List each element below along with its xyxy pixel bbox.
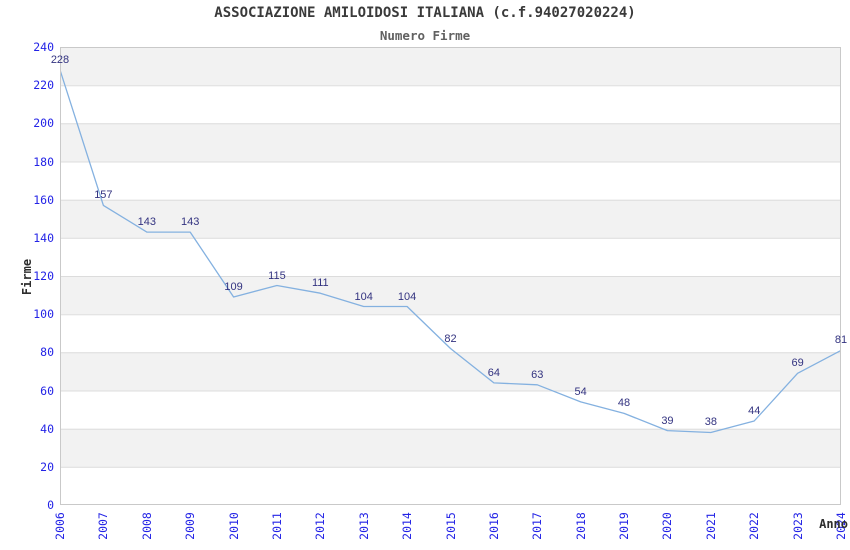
- band-stripe: [60, 123, 841, 162]
- data-point-label: 39: [661, 414, 674, 427]
- x-axis-tick-label: 2015: [443, 512, 458, 540]
- band-stripe: [60, 276, 841, 315]
- y-axis-tick-label: 180: [33, 154, 54, 169]
- band-stripe: [60, 47, 841, 86]
- data-point-label: 44: [748, 405, 761, 418]
- x-axis-tick-label: 2020: [660, 512, 675, 540]
- y-axis-tick-label: 160: [33, 192, 54, 207]
- x-axis-tick-label: 2013: [356, 512, 371, 540]
- x-axis-tick-label: 2016: [486, 512, 501, 540]
- x-axis-tick-label: 2008: [139, 512, 154, 540]
- data-point-label: 69: [791, 357, 804, 370]
- x-axis-tick-label: 2009: [183, 512, 198, 540]
- data-point-label: 48: [617, 397, 631, 410]
- y-axis-tick-label: 120: [33, 269, 54, 283]
- x-axis-tick-label: 2019: [617, 512, 632, 540]
- y-axis-tick-label: 240: [33, 40, 54, 54]
- chart-title: ASSOCIAZIONE AMILOIDOSI ITALIANA (c.f.94…: [214, 5, 636, 21]
- data-point-label: 82: [444, 332, 457, 345]
- y-axis-tick-label: 20: [40, 459, 54, 474]
- y-axis-tick-label: 40: [40, 421, 54, 436]
- x-axis-tick-label: 2018: [573, 512, 588, 540]
- band-stripe: [60, 352, 841, 391]
- data-point-label: 64: [487, 366, 500, 379]
- x-axis-tick-label: 2017: [530, 512, 545, 540]
- y-axis-tick-label: 80: [40, 345, 54, 360]
- data-point-label: 54: [574, 385, 587, 398]
- data-point-label: 63: [531, 368, 544, 381]
- x-axis-tick-label: 2006: [53, 512, 67, 540]
- y-axis-title: Firme: [20, 258, 34, 296]
- data-point-label: 38: [704, 416, 717, 429]
- data-point-label: 104: [354, 290, 373, 303]
- data-point-label: 111: [311, 277, 329, 290]
- y-axis-tick-label: 60: [40, 383, 54, 398]
- data-point-label: 81: [834, 334, 848, 347]
- data-point-label: 143: [137, 216, 156, 229]
- chart-subtitle: Numero Firme: [379, 28, 471, 43]
- y-axis-tick-label: 0: [47, 498, 54, 512]
- y-axis-tick-label: 100: [33, 307, 54, 322]
- x-axis-tick-label: 2022: [747, 512, 762, 540]
- band-stripe: [60, 428, 841, 467]
- data-point-label: 228: [50, 53, 70, 66]
- y-axis-tick-label: 220: [33, 78, 54, 93]
- data-point-label: 115: [268, 269, 286, 282]
- x-axis-tick-label: 2011: [269, 512, 284, 540]
- x-axis-tick-label: 2007: [96, 512, 111, 540]
- plot-area: [60, 47, 841, 505]
- data-point-label: 157: [94, 189, 113, 202]
- x-axis-tick-label: 2010: [226, 512, 241, 540]
- plot-border: [60, 47, 841, 505]
- data-point-label: 143: [180, 216, 200, 229]
- x-axis-tick-label: 2023: [790, 512, 805, 540]
- y-axis-tick-label: 140: [33, 230, 54, 245]
- y-axis-tick-label: 200: [33, 116, 54, 131]
- data-point-label: 104: [397, 290, 417, 303]
- x-axis-tick-label: 2014: [400, 512, 415, 540]
- data-line: [60, 69, 841, 434]
- x-axis-tick-label: 2021: [703, 512, 718, 540]
- x-axis-tick-label: 2012: [313, 512, 328, 540]
- x-axis-title: Anno: [819, 517, 848, 531]
- data-point-label: 109: [224, 280, 243, 293]
